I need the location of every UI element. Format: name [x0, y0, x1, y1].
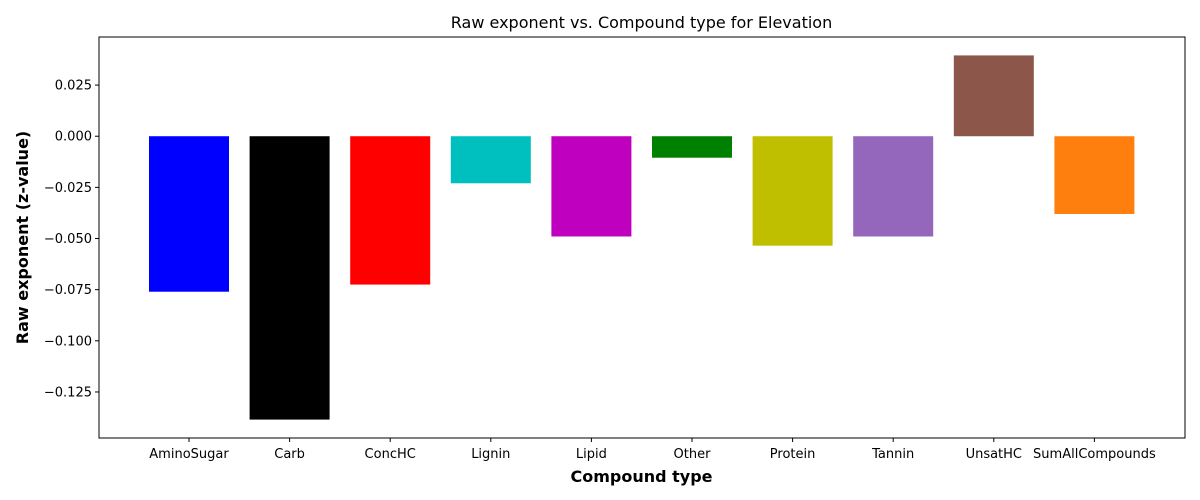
- x-tick-label: ConcHC: [365, 447, 416, 462]
- bar-tannin: [853, 136, 934, 237]
- y-tick-label: −0.025: [44, 181, 92, 196]
- y-axis-ticks: −0.125 −0.100 −0.075 −0.050 −0.025 0.000 0.025: [44, 79, 99, 400]
- y-axis-title: Raw exponent (z-value): [13, 131, 32, 344]
- y-tick-label: −0.125: [44, 385, 92, 400]
- x-tick-label: Lignin: [471, 447, 510, 462]
- x-tick-label: SumAllCompounds: [1033, 447, 1156, 462]
- bar-lipid: [551, 136, 632, 237]
- bar-carb: [249, 136, 330, 420]
- x-tick-label: Lipid: [576, 447, 607, 462]
- y-tick-label: 0.000: [55, 130, 92, 145]
- y-tick-label: −0.075: [44, 283, 92, 298]
- bars-layer: [149, 55, 1135, 420]
- x-axis-ticks: AminoSugar Carb ConcHC Lignin Lipid Other Prot…: [149, 438, 1156, 462]
- y-tick-label: 0.025: [55, 79, 92, 94]
- bar-protein: [752, 136, 833, 246]
- x-tick-label: Carb: [274, 447, 305, 462]
- x-tick-label: UnsatHC: [966, 447, 1022, 462]
- x-tick-label: Protein: [770, 447, 816, 462]
- x-axis-title: Compound type: [570, 467, 712, 486]
- chart-title: Raw exponent vs. Compound type for Eleva…: [451, 13, 832, 32]
- y-tick-label: −0.050: [44, 232, 92, 247]
- bar-aminosugar: [149, 136, 229, 292]
- x-tick-label: AminoSugar: [149, 447, 229, 462]
- bar-sumallcompounds: [1054, 136, 1135, 214]
- y-tick-label: −0.100: [44, 334, 92, 349]
- bar-conchc: [350, 136, 431, 285]
- bar-other: [652, 136, 732, 158]
- bar-unsathc: [953, 55, 1034, 137]
- plot-frame: [98, 36, 1186, 439]
- bar-lignin: [450, 136, 531, 184]
- x-tick-label: Tannin: [871, 447, 914, 462]
- x-tick-label: Other: [674, 447, 712, 462]
